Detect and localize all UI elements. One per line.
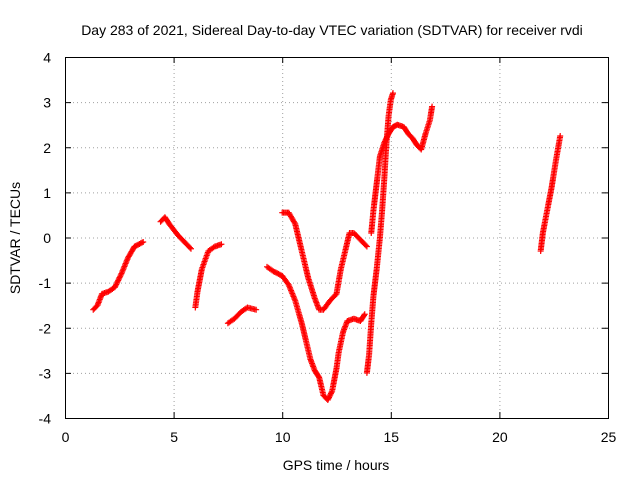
data-point — [210, 244, 217, 251]
x-tick-label: 5 — [170, 429, 178, 445]
data-point — [113, 280, 120, 287]
y-tick-label: -2 — [39, 320, 52, 336]
data-point — [361, 312, 368, 319]
data-point — [218, 241, 225, 248]
data-point — [291, 219, 298, 226]
x-tick-label: 20 — [492, 429, 508, 445]
data-point — [389, 90, 396, 97]
data-point — [187, 245, 194, 252]
y-tick-labels: -4 -3 -2 -1 0 1 2 3 4 — [39, 50, 52, 427]
data-point — [429, 103, 436, 110]
data-point — [113, 281, 120, 288]
data-point — [114, 278, 121, 285]
data-point — [253, 306, 260, 313]
x-tick-label: 15 — [384, 429, 400, 445]
data-point — [328, 389, 335, 396]
x-tick-label: 0 — [62, 429, 70, 445]
axis-ticks — [65, 57, 609, 419]
data-point — [115, 277, 122, 284]
x-tick-label: 10 — [275, 429, 291, 445]
data-point — [186, 244, 193, 251]
y-tick-label: 2 — [43, 140, 51, 156]
data-point — [362, 242, 369, 249]
data-point — [112, 282, 119, 289]
data-point — [361, 311, 368, 318]
data-point — [117, 273, 124, 280]
data-point — [115, 276, 122, 283]
data-points — [90, 90, 564, 403]
data-point — [315, 373, 322, 380]
data-point — [111, 284, 118, 291]
y-axis-label: SDTVAR / TECUs — [7, 182, 23, 294]
data-point — [332, 292, 339, 299]
data-point — [140, 239, 147, 246]
data-point — [116, 274, 123, 281]
y-tick-label: 3 — [43, 95, 51, 111]
y-tick-label: 0 — [43, 230, 51, 246]
y-tick-label: -4 — [39, 411, 52, 427]
data-point — [363, 243, 370, 250]
y-tick-label: 4 — [43, 50, 51, 66]
y-tick-label: -1 — [39, 275, 52, 291]
y-tick-label: 1 — [43, 185, 51, 201]
data-point — [138, 239, 145, 246]
x-tick-labels: 0 5 10 15 20 25 — [62, 429, 617, 445]
chart-title: Day 283 of 2021, Sidereal Day-to-day VTE… — [81, 22, 583, 38]
x-tick-label: 25 — [601, 429, 617, 445]
y-tick-label: -3 — [39, 365, 52, 381]
data-point — [117, 271, 124, 278]
data-point — [557, 132, 564, 139]
x-axis-label: GPS time / hours — [283, 457, 390, 473]
